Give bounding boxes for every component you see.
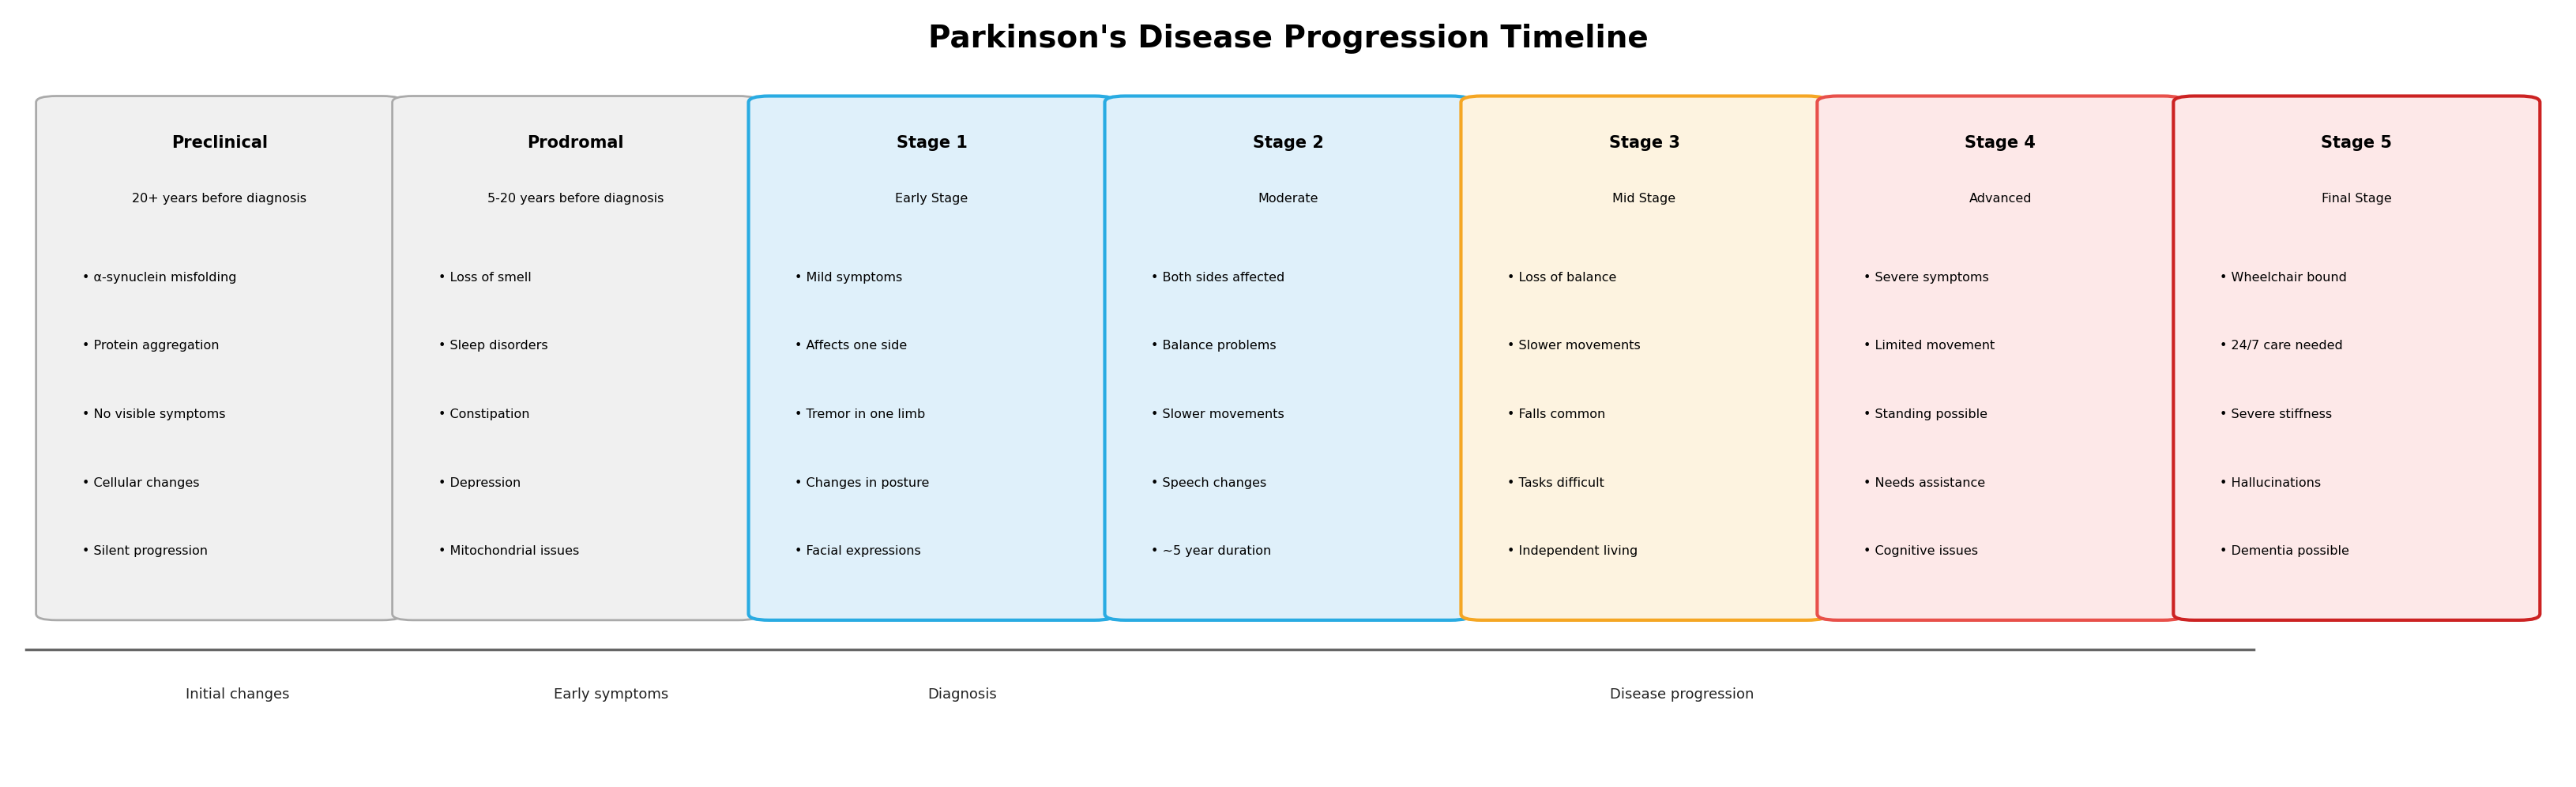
Text: • 24/7 care needed: • 24/7 care needed (2221, 340, 2342, 352)
Text: • Hallucinations: • Hallucinations (2221, 477, 2321, 489)
Text: • Facial expressions: • Facial expressions (796, 545, 922, 557)
Text: • Cognitive issues: • Cognitive issues (1862, 545, 1978, 557)
Text: • Depression: • Depression (438, 477, 520, 489)
Text: • ~5 year duration: • ~5 year duration (1151, 545, 1273, 557)
FancyBboxPatch shape (2174, 96, 2540, 620)
Text: • Constipation: • Constipation (438, 408, 531, 420)
FancyBboxPatch shape (1461, 96, 1826, 620)
Text: • Limited movement: • Limited movement (1862, 340, 1994, 352)
Text: Parkinson's Disease Progression Timeline: Parkinson's Disease Progression Timeline (927, 24, 1649, 54)
Text: • Loss of balance: • Loss of balance (1507, 272, 1618, 283)
Text: • Independent living: • Independent living (1507, 545, 1638, 557)
Text: • Falls common: • Falls common (1507, 408, 1605, 420)
Text: Prodromal: Prodromal (528, 135, 623, 151)
Text: Moderate: Moderate (1257, 193, 1319, 205)
Text: • Cellular changes: • Cellular changes (82, 477, 201, 489)
Text: • Mitochondrial issues: • Mitochondrial issues (438, 545, 580, 557)
Text: Stage 3: Stage 3 (1610, 135, 1680, 151)
Text: • Affects one side: • Affects one side (796, 340, 907, 352)
Text: • Wheelchair bound: • Wheelchair bound (2221, 272, 2347, 283)
Text: Stage 4: Stage 4 (1965, 135, 2035, 151)
Text: • Severe stiffness: • Severe stiffness (2221, 408, 2331, 420)
Text: Preclinical: Preclinical (170, 135, 268, 151)
Text: • Tasks difficult: • Tasks difficult (1507, 477, 1605, 489)
FancyBboxPatch shape (750, 96, 1115, 620)
Text: Initial changes: Initial changes (185, 687, 289, 701)
Text: Disease progression: Disease progression (1610, 687, 1754, 701)
Text: • Silent progression: • Silent progression (82, 545, 209, 557)
Text: • Needs assistance: • Needs assistance (1862, 477, 1986, 489)
Text: Final Stage: Final Stage (2321, 193, 2391, 205)
Text: • Standing possible: • Standing possible (1862, 408, 1989, 420)
Text: Diagnosis: Diagnosis (927, 687, 997, 701)
Text: • Sleep disorders: • Sleep disorders (438, 340, 549, 352)
Text: • Mild symptoms: • Mild symptoms (796, 272, 902, 283)
Text: • Slower movements: • Slower movements (1151, 408, 1285, 420)
Text: • Tremor in one limb: • Tremor in one limb (796, 408, 925, 420)
FancyBboxPatch shape (1816, 96, 2184, 620)
Text: • No visible symptoms: • No visible symptoms (82, 408, 227, 420)
Text: Stage 5: Stage 5 (2321, 135, 2393, 151)
Text: Mid Stage: Mid Stage (1613, 193, 1677, 205)
Text: Early Stage: Early Stage (896, 193, 969, 205)
Text: • Changes in posture: • Changes in posture (796, 477, 930, 489)
Text: • Speech changes: • Speech changes (1151, 477, 1267, 489)
FancyBboxPatch shape (392, 96, 760, 620)
FancyBboxPatch shape (1105, 96, 1471, 620)
Text: • α-synuclein misfolding: • α-synuclein misfolding (82, 272, 237, 283)
Text: Stage 2: Stage 2 (1252, 135, 1324, 151)
Text: Stage 1: Stage 1 (896, 135, 966, 151)
Text: • Slower movements: • Slower movements (1507, 340, 1641, 352)
FancyBboxPatch shape (36, 96, 402, 620)
Text: • Both sides affected: • Both sides affected (1151, 272, 1285, 283)
Text: • Dementia possible: • Dementia possible (2221, 545, 2349, 557)
Text: 5-20 years before diagnosis: 5-20 years before diagnosis (487, 193, 665, 205)
Text: Advanced: Advanced (1968, 193, 2032, 205)
Text: • Balance problems: • Balance problems (1151, 340, 1278, 352)
Text: 20+ years before diagnosis: 20+ years before diagnosis (131, 193, 307, 205)
Text: • Protein aggregation: • Protein aggregation (82, 340, 219, 352)
Text: Early symptoms: Early symptoms (554, 687, 670, 701)
Text: • Severe symptoms: • Severe symptoms (1862, 272, 1989, 283)
Text: • Loss of smell: • Loss of smell (438, 272, 531, 283)
